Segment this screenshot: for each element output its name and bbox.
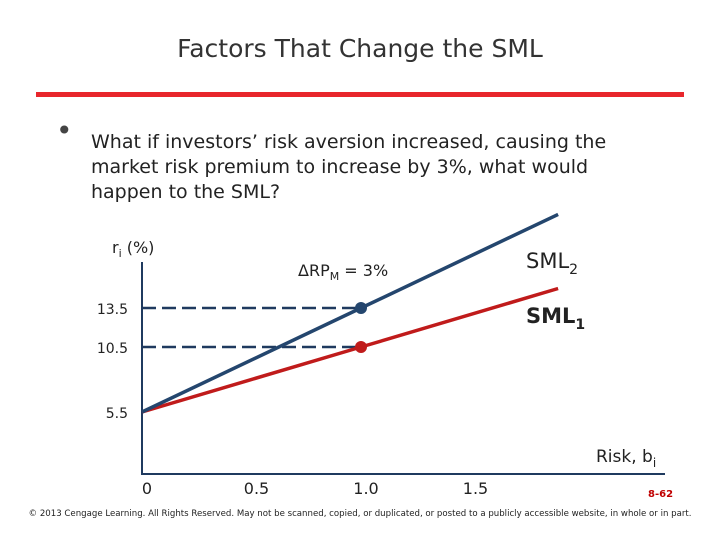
sml1-label: SML1: [526, 304, 585, 333]
y-tick-label: 10.5: [97, 341, 128, 357]
bullet-dot: •: [56, 114, 73, 147]
sml2-line: [141, 212, 559, 414]
sml2-label: SML2: [526, 249, 578, 278]
copyright-footer: © 2013 Cengage Learning. All Rights Rese…: [28, 509, 692, 519]
page-number: 8-62: [648, 489, 674, 500]
y-axis-label: ri (%): [112, 238, 154, 260]
x-tick-label: 0.5: [244, 479, 269, 498]
x-tick-label: 0: [142, 479, 152, 498]
x-axis-label: Risk, bi: [596, 447, 656, 470]
x-tick-label: 1.5: [463, 479, 488, 498]
delta-rp-annotation: ΔRPM = 3%: [298, 261, 388, 283]
slide-title: Factors That Change the SML: [177, 34, 543, 63]
sml1-market-point: [355, 341, 367, 353]
x-tick-label: 1.0: [353, 479, 378, 498]
bullet-text: What if investors’ risk aversion increas…: [91, 131, 607, 203]
y-tick-label: 13.5: [97, 302, 128, 318]
y-tick-label: 5.5: [106, 406, 128, 422]
sml2-market-point: [355, 302, 367, 314]
title-underline: [36, 92, 684, 97]
